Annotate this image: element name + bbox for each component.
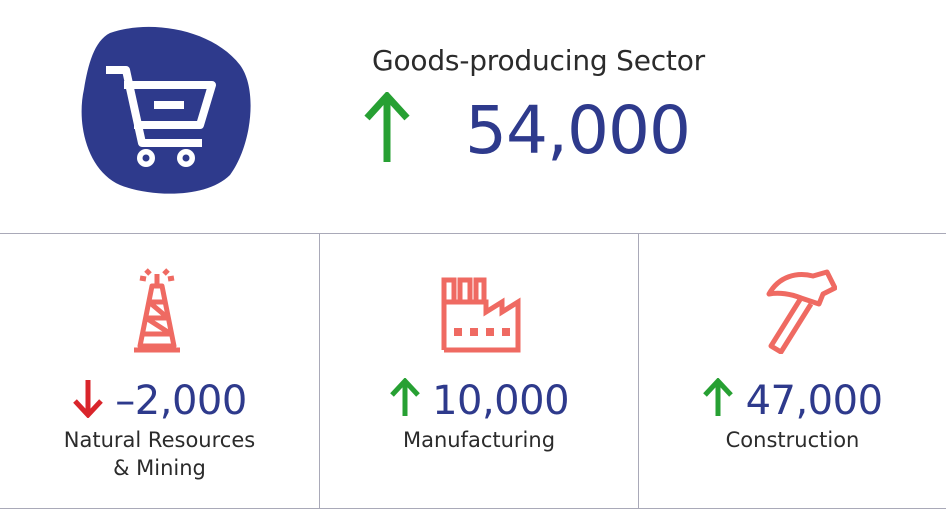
category-value: 10,000 <box>432 378 570 424</box>
divider <box>319 233 320 509</box>
category-stat: 10,000 <box>320 378 638 424</box>
factory-icon <box>441 277 521 353</box>
up-arrow-icon <box>703 378 734 416</box>
sector-total-value: 54,000 <box>465 92 691 169</box>
category-label-line: Manufacturing <box>402 428 556 452</box>
sector-title: Goods-producing Sector <box>372 44 705 77</box>
shopping-cart-icon <box>81 26 251 194</box>
oil-derrick-icon <box>134 268 180 353</box>
category-label-line: & Mining <box>113 456 206 480</box>
category-label: Manufacturing <box>320 426 638 454</box>
down-arrow-icon <box>73 380 104 418</box>
hammer-icon <box>766 269 837 354</box>
category-stat: 47,000 <box>639 378 946 424</box>
category-value: 47,000 <box>745 378 883 424</box>
category-label-line: Natural Resources <box>63 428 256 452</box>
category-stat: –2,000 <box>0 378 319 424</box>
category-label: Natural Resources & Mining <box>0 426 319 482</box>
divider <box>638 233 639 509</box>
category-label-line: Construction <box>725 428 860 452</box>
up-arrow-icon <box>364 92 410 162</box>
category-natural-resources: –2,000 Natural Resources & Mining <box>0 234 319 508</box>
up-arrow-icon <box>390 378 420 416</box>
category-label: Construction <box>639 426 946 454</box>
category-value: –2,000 <box>115 378 247 424</box>
category-construction: 47,000 Construction <box>639 234 946 508</box>
sector-summary: Goods-producing Sector 54,000 <box>0 0 946 233</box>
divider <box>0 508 946 509</box>
category-manufacturing: 10,000 Manufacturing <box>320 234 638 508</box>
divider <box>0 233 946 234</box>
